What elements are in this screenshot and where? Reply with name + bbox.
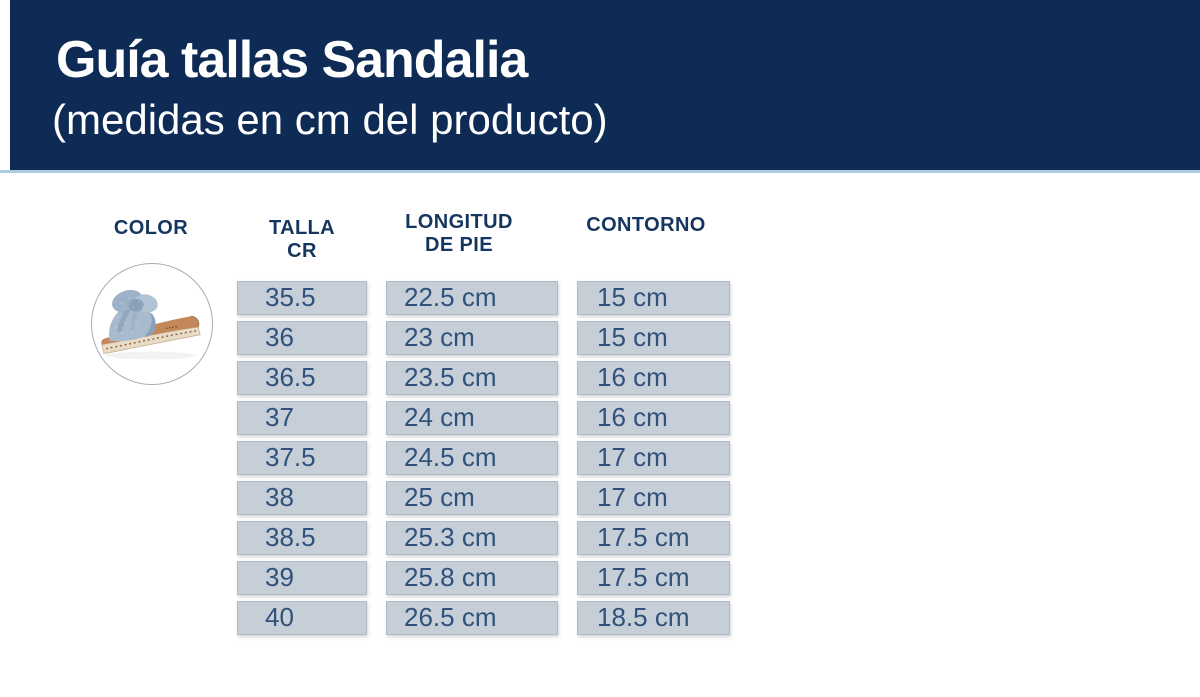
- color-column-header-label: COLOR: [113, 217, 189, 239]
- size-table-body: 35.5 22.5 cm 15 cm 36 23 cm 15 cm 36.5 23.5 cm 1…: [237, 281, 730, 635]
- longitud-cell: 24 cm: [386, 401, 558, 435]
- talla-cell: 36: [237, 321, 367, 355]
- talla-cell: 38: [237, 481, 367, 515]
- talla-header-line2: CR: [287, 240, 317, 262]
- page-subtitle: (medidas en cm del producto): [52, 96, 608, 143]
- contorno-cell: 17.5 cm: [577, 521, 730, 555]
- denim-texture: [114, 296, 144, 334]
- contorno-cell: 16 cm: [577, 361, 730, 395]
- talla-header-line1: TALLA: [268, 217, 336, 239]
- longitud-header-line1: LONGITUD: [405, 211, 513, 233]
- longitud-cell: 23.5 cm: [386, 361, 558, 395]
- talla-cr-column-header: TALLA CR: [237, 217, 367, 263]
- sandal-photo: [101, 289, 201, 360]
- longitud-cell: 23 cm: [386, 321, 558, 355]
- contorno-cell: 17 cm: [577, 441, 730, 475]
- longitud-cell: 26.5 cm: [386, 601, 558, 635]
- brand-mark: [165, 325, 177, 329]
- talla-cell: 36.5: [237, 361, 367, 395]
- contorno-cell: 18.5 cm: [577, 601, 730, 635]
- sandal-bow: [112, 289, 158, 333]
- contorno-cell: 16 cm: [577, 401, 730, 435]
- contorno-cell: 17 cm: [577, 481, 730, 515]
- page-title: Guía tallas Sandalia: [56, 31, 528, 89]
- longitud-cell: 22.5 cm: [386, 281, 558, 315]
- contorno-column-header: CONTORNO: [569, 214, 723, 237]
- longitud-cell: 24.5 cm: [386, 441, 558, 475]
- color-column-header: COLOR: [90, 217, 212, 240]
- longitud-cell: 25 cm: [386, 481, 558, 515]
- sandal-shadow: [105, 351, 197, 360]
- longitud-de-pie-column-header: LONGITUD DE PIE: [373, 211, 545, 257]
- talla-cell: 40: [237, 601, 367, 635]
- talla-cell: 35.5: [237, 281, 367, 315]
- product-photo-circle: [91, 263, 213, 385]
- talla-cell: 38.5: [237, 521, 367, 555]
- longitud-header-line2: DE PIE: [425, 234, 493, 256]
- contorno-header-label: CONTORNO: [586, 214, 706, 236]
- contorno-cell: 17.5 cm: [577, 561, 730, 595]
- talla-cell: 39: [237, 561, 367, 595]
- contorno-cell: 15 cm: [577, 281, 730, 315]
- header-banner: Guía tallas Sandalia (medidas en cm del …: [10, 0, 1200, 170]
- longitud-cell: 25.3 cm: [386, 521, 558, 555]
- banner-accent-line: [0, 170, 1200, 173]
- talla-cell: 37: [237, 401, 367, 435]
- contorno-cell: 15 cm: [577, 321, 730, 355]
- talla-cell: 37.5: [237, 441, 367, 475]
- longitud-cell: 25.8 cm: [386, 561, 558, 595]
